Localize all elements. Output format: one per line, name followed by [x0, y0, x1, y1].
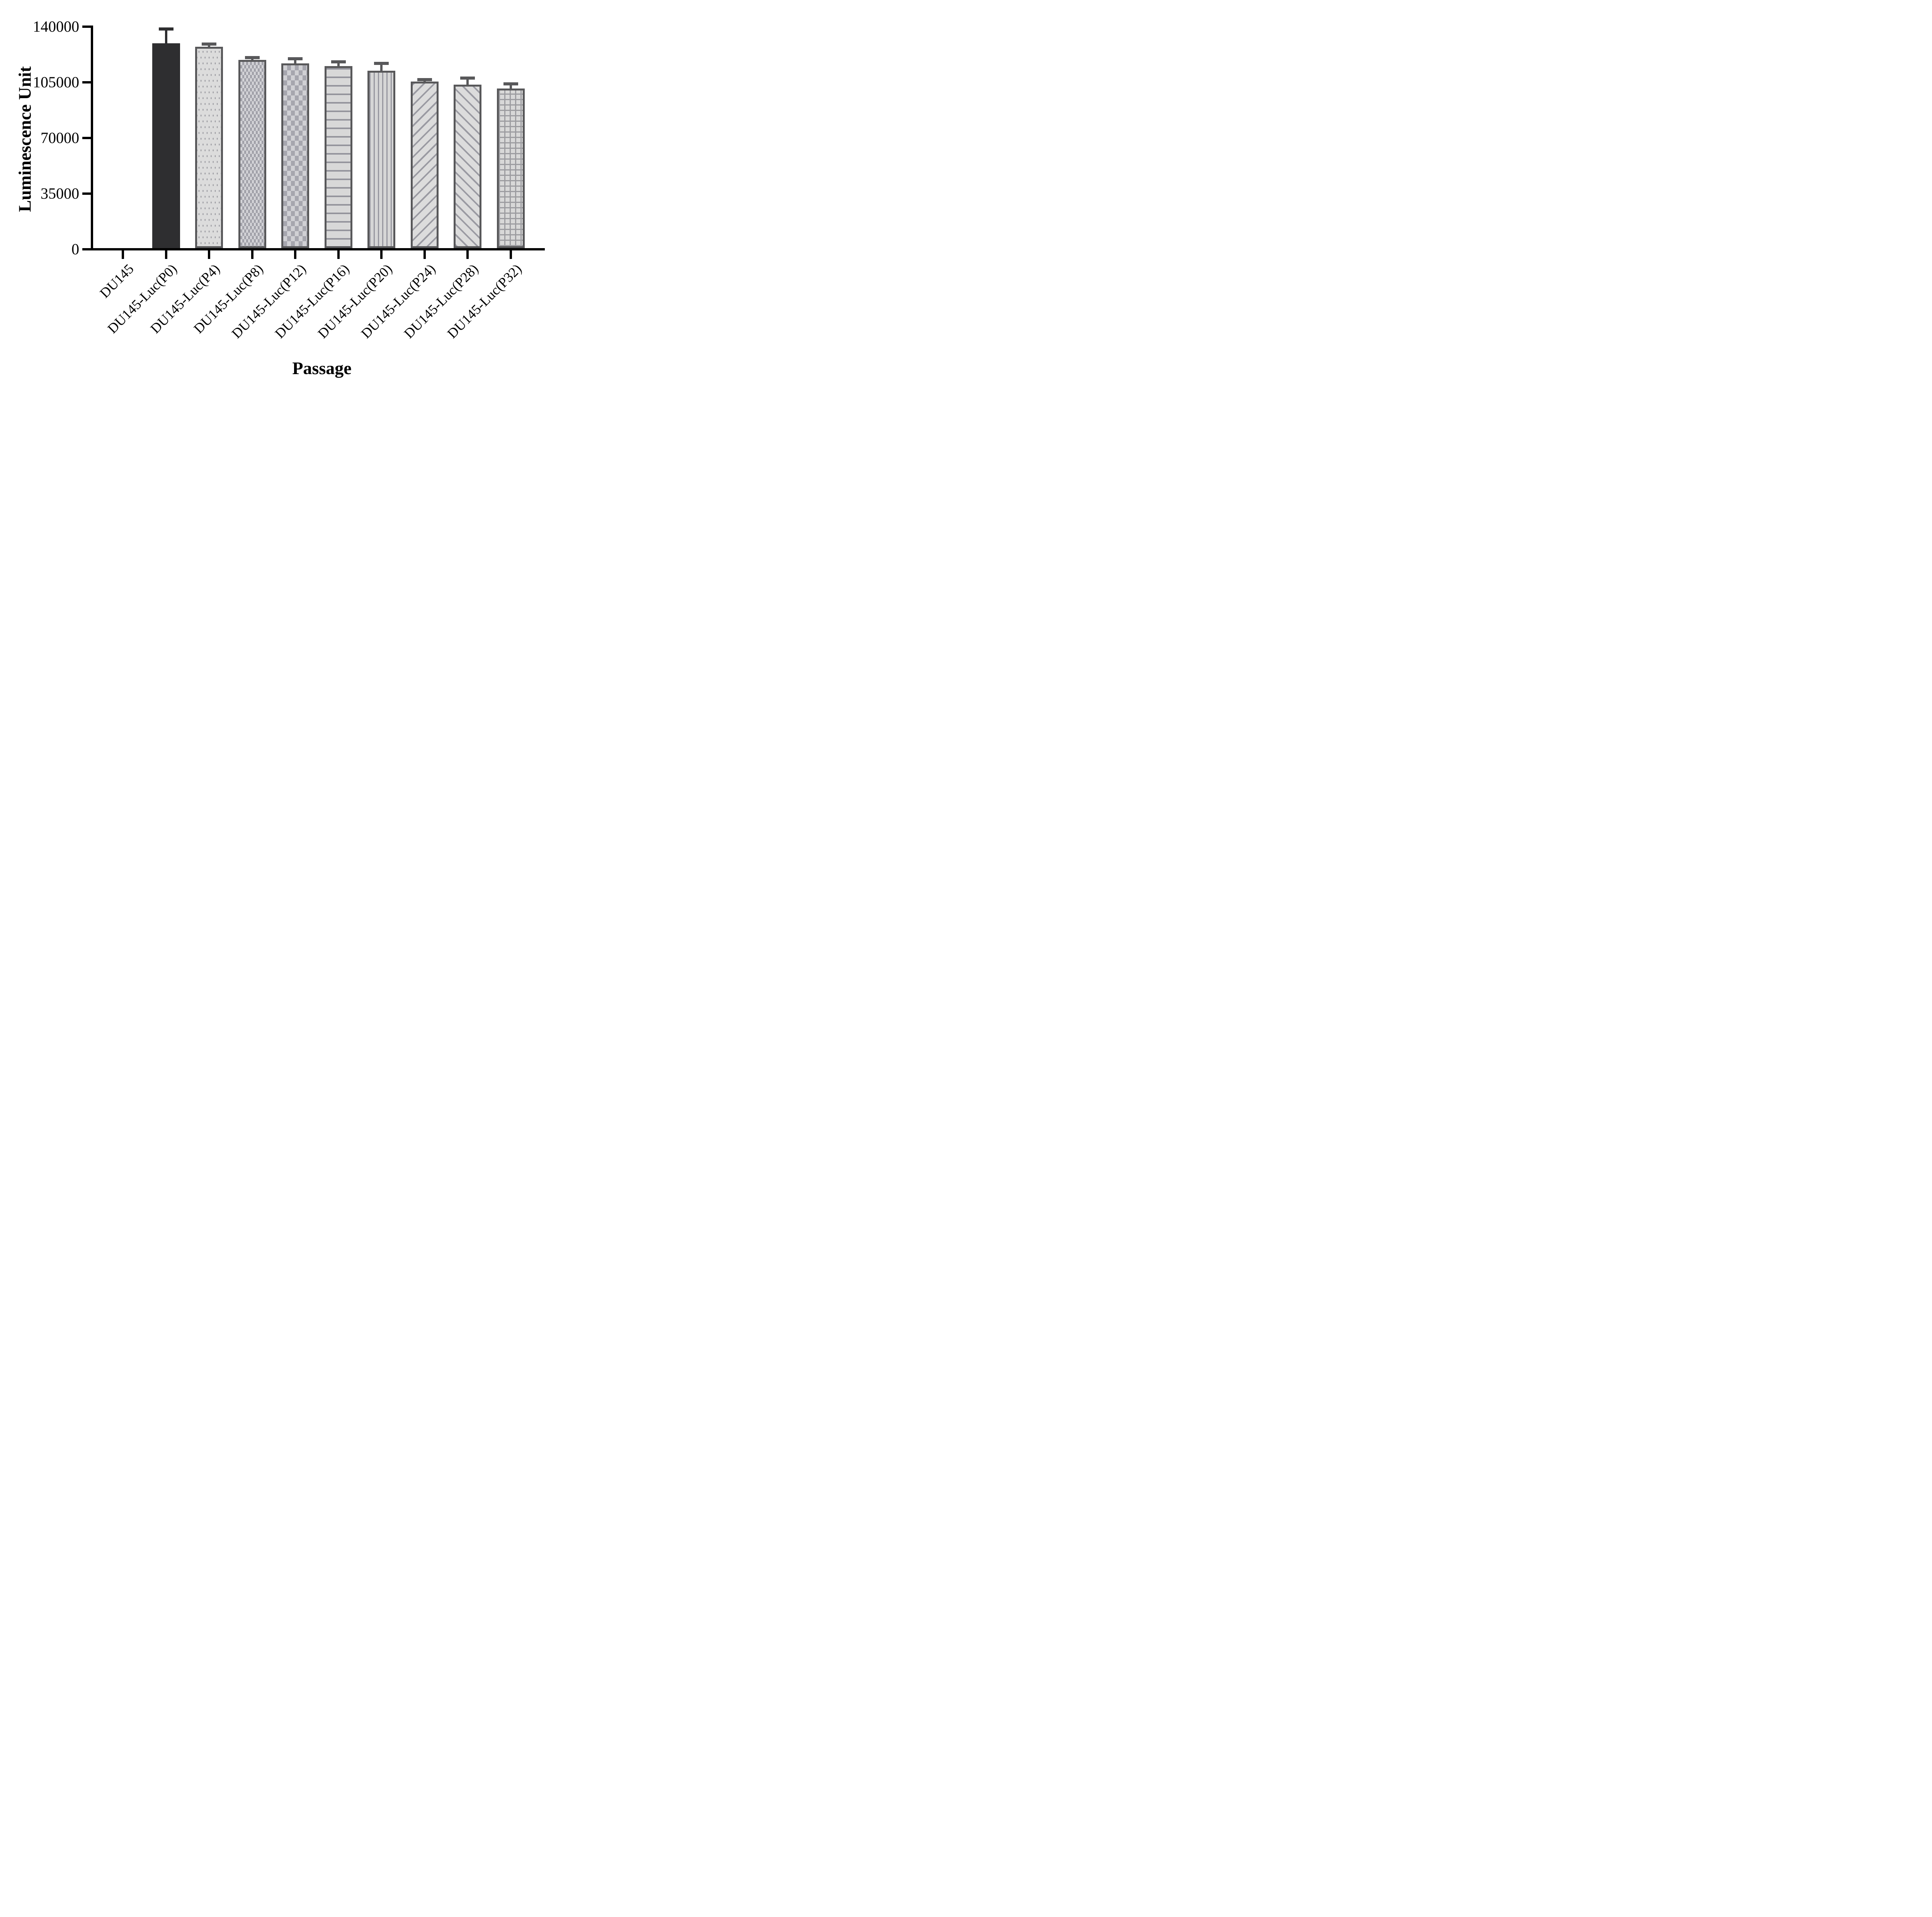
error-bar-line	[294, 58, 296, 65]
error-bar-cap	[374, 62, 389, 65]
error-bar-cap	[460, 76, 475, 80]
y-tick-label: 70000	[41, 129, 79, 146]
error-bar-cap	[288, 57, 303, 60]
x-axis-tick	[509, 250, 512, 259]
bar-DU145-Luc(P16)	[324, 66, 352, 248]
error-bar-cap	[417, 78, 432, 81]
bar-DU145-Luc(P12)	[281, 63, 309, 248]
x-axis-tick	[423, 250, 426, 259]
y-tick-label: 140000	[33, 18, 79, 35]
x-tick-label: DU145-Luc(P32)	[444, 261, 525, 342]
bar-DU145-Luc(P4)	[195, 47, 223, 248]
error-bar-line	[337, 61, 340, 68]
bar-DU145-Luc(P20)	[367, 70, 395, 248]
chart-figure: Luminescence Unit Passage 0 35000 70000 105…	[0, 0, 558, 383]
x-axis-tick	[122, 250, 124, 259]
x-axis-line	[91, 248, 545, 250]
x-axis-tick	[294, 250, 296, 259]
bar-DU145-Luc(P32)	[497, 89, 525, 248]
error-bar-line	[165, 29, 167, 45]
x-axis-tick	[337, 250, 340, 259]
y-tick-label: 0	[71, 240, 79, 258]
y-axis-tick	[82, 26, 91, 28]
x-tick-label: DU145-Luc(P20)	[315, 261, 395, 342]
bar-DU145-Luc(P0)	[152, 43, 180, 248]
bar-DU145-Luc(P28)	[454, 84, 481, 248]
x-axis-title: Passage	[292, 358, 352, 378]
x-axis-tick	[251, 250, 253, 259]
x-axis-tick	[380, 250, 383, 259]
error-bar-line	[380, 63, 383, 72]
y-tick-label: 35000	[41, 185, 79, 202]
error-bar-line	[423, 80, 426, 83]
y-axis-tick	[82, 137, 91, 139]
bar-DU145-Luc(P8)	[238, 60, 266, 248]
x-tick-label: DU145	[97, 261, 137, 301]
error-bar-cap	[331, 60, 346, 63]
error-bar-cap	[245, 56, 260, 60]
x-axis-tick	[165, 250, 167, 259]
y-axis-tick	[82, 81, 91, 83]
bar-DU145-Luc(P24)	[410, 82, 439, 248]
x-tick-label: DU145-Luc(P12)	[228, 261, 309, 342]
error-bar-cap	[503, 82, 518, 86]
y-axis-title: Luminescence Unit	[15, 66, 35, 212]
x-tick-label: DU145-Luc(P24)	[358, 261, 439, 342]
error-bar-cap	[158, 27, 173, 31]
error-bar-line	[208, 44, 210, 49]
error-bar-cap	[202, 42, 216, 46]
x-axis-tick	[466, 250, 469, 259]
error-bar-line	[509, 84, 512, 90]
error-bar-line	[466, 78, 469, 86]
y-axis-line	[91, 26, 93, 250]
y-axis-tick	[82, 248, 91, 250]
y-tick-label: 105000	[33, 73, 79, 91]
error-bar-line	[251, 58, 253, 61]
x-tick-label: DU145-Luc(P16)	[272, 261, 352, 342]
x-axis-tick	[208, 250, 210, 259]
x-tick-label: DU145-Luc(P28)	[401, 261, 481, 342]
y-axis-tick	[82, 192, 91, 195]
